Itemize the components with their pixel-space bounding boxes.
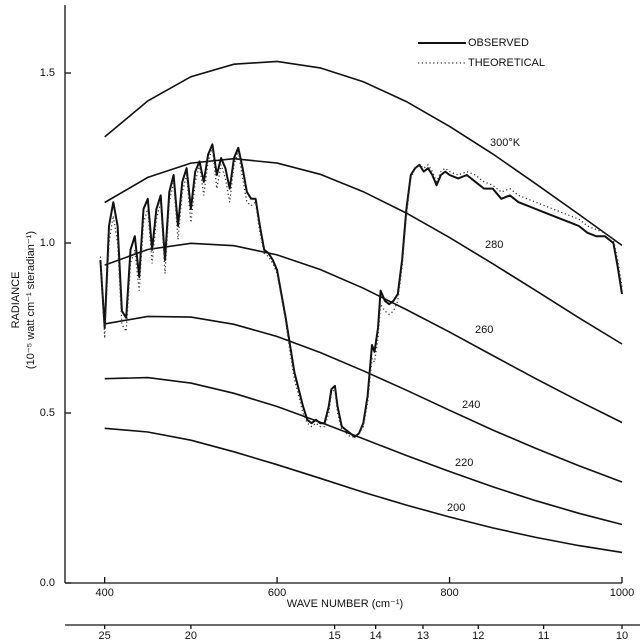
x2-tick-label: 12 [472, 630, 484, 642]
y-axis-label: (10⁻⁵ watt cm⁻¹ steradian⁻¹) [25, 231, 37, 369]
x-tick-label: 600 [268, 587, 286, 599]
y-tick-label: 1.0 [40, 237, 55, 249]
x2-tick-label: 14 [370, 630, 382, 642]
spectrum-line [99, 147, 623, 438]
curve-label: 200 [447, 502, 465, 514]
x-tick-label: 400 [95, 587, 113, 599]
blackbody-curve [104, 60, 623, 247]
blackbody-curve [104, 427, 623, 554]
curve-label: 280 [485, 239, 503, 251]
x2-tick-label: 13 [417, 630, 429, 642]
x2-tick-label: 25 [99, 630, 111, 642]
legend-label: OBSERVED [468, 37, 529, 49]
blackbody-curve [104, 242, 623, 424]
blackbody-curve [104, 157, 623, 345]
x2-tick-label: 10 [616, 630, 628, 642]
curve-label: 220 [455, 457, 473, 469]
legend-label: THEORETICAL [468, 57, 545, 69]
blackbody-curve [104, 376, 623, 526]
y-axis-label: RADIANCE [10, 272, 22, 329]
x-tick-label: 1000 [610, 587, 634, 599]
x2-tick-label: 15 [328, 630, 340, 642]
x2-tick-label: 20 [185, 630, 197, 642]
curve-label: 260 [475, 324, 493, 336]
y-tick-label: 0.0 [40, 577, 55, 589]
curve-label: 300°K [490, 137, 521, 149]
blackbody-curve [104, 315, 623, 483]
x-axis-label: WAVE NUMBER (cm⁻¹) [287, 598, 403, 610]
y-tick-label: 0.5 [40, 407, 55, 419]
x2-tick-label: 11 [538, 630, 549, 642]
x-tick-label: 800 [440, 587, 458, 599]
y-tick-label: 1.5 [40, 67, 55, 79]
spectrum-line [99, 143, 623, 438]
curve-label: 240 [462, 399, 480, 411]
